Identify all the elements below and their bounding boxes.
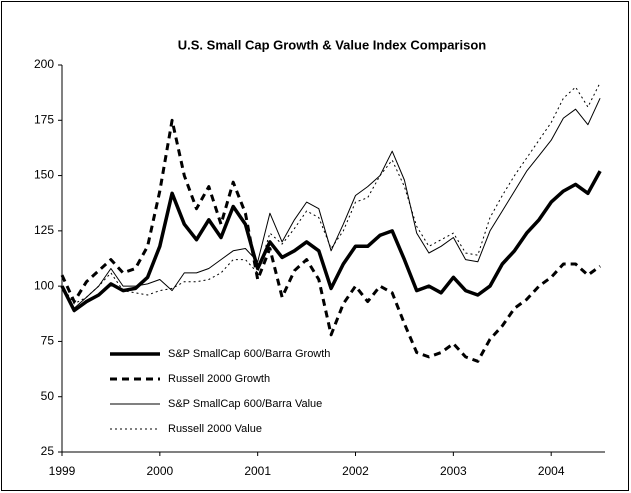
y-tick-label: 150	[34, 168, 54, 182]
series-line	[61, 97, 601, 309]
y-tick-label: 125	[34, 223, 54, 237]
series-line	[60, 170, 602, 313]
legend-label: Russell 2000 Growth	[168, 373, 270, 385]
chart-title: U.S. Small Cap Growth & Value Index Comp…	[178, 37, 487, 52]
series-line	[60, 118, 601, 363]
legend-label: Russell 2000 Value	[168, 423, 262, 435]
x-tick-label: 2000	[146, 464, 173, 478]
x-tick-label: 2003	[440, 464, 467, 478]
x-tick-label: 1999	[49, 464, 76, 478]
y-tick-label: 25	[41, 444, 55, 458]
x-tick-label: 2004	[538, 464, 565, 478]
y-tick-label: 100	[34, 278, 54, 292]
y-tick-label: 200	[34, 57, 54, 71]
legend-label: S&P SmallCap 600/Barra Growth	[168, 348, 330, 360]
y-tick-label: 175	[34, 112, 54, 126]
series-line	[61, 82, 601, 305]
y-tick-label: 50	[41, 389, 55, 403]
legend-label: S&P SmallCap 600/Barra Value	[168, 398, 322, 410]
y-tick-label: 75	[41, 334, 55, 348]
x-tick-label: 2001	[244, 464, 271, 478]
x-tick-label: 2002	[342, 464, 369, 478]
